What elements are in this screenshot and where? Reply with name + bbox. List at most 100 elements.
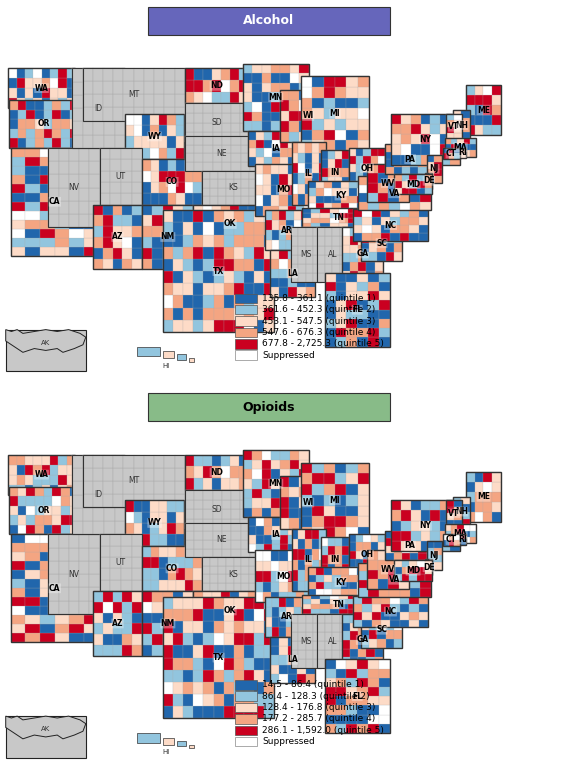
Bar: [203, 707, 213, 718]
Bar: [40, 175, 55, 184]
Bar: [249, 179, 257, 188]
Bar: [93, 481, 103, 494]
Bar: [329, 604, 339, 609]
Bar: [218, 566, 225, 574]
Bar: [93, 121, 104, 135]
Bar: [325, 687, 336, 696]
Bar: [233, 196, 241, 205]
Bar: [162, 609, 173, 621]
Bar: [176, 580, 185, 591]
Bar: [324, 567, 332, 574]
Bar: [402, 553, 410, 560]
Bar: [389, 202, 399, 210]
Bar: [400, 209, 409, 217]
Bar: [212, 466, 221, 478]
Bar: [305, 560, 312, 570]
Bar: [371, 567, 378, 575]
Bar: [257, 583, 265, 591]
Bar: [49, 161, 58, 174]
Bar: [230, 620, 239, 630]
Bar: [162, 682, 173, 694]
Bar: [342, 649, 350, 657]
Bar: [210, 196, 218, 205]
Bar: [411, 124, 420, 135]
Bar: [402, 567, 409, 574]
Bar: [132, 159, 142, 171]
Bar: [302, 218, 311, 223]
Bar: [335, 119, 347, 130]
Bar: [83, 468, 93, 482]
Bar: [347, 484, 358, 495]
Bar: [320, 546, 328, 555]
Bar: [9, 496, 18, 506]
Bar: [103, 94, 113, 107]
Bar: [363, 156, 371, 164]
Bar: [26, 552, 40, 561]
Bar: [210, 574, 218, 583]
Bar: [204, 162, 213, 171]
Bar: [213, 113, 222, 123]
Bar: [409, 188, 417, 194]
Bar: [144, 81, 154, 94]
Bar: [110, 182, 121, 193]
Bar: [336, 319, 347, 329]
Bar: [104, 135, 114, 148]
Bar: [132, 216, 142, 226]
Bar: [368, 176, 379, 185]
Text: NC: NC: [384, 220, 396, 230]
Bar: [202, 566, 210, 574]
Bar: [185, 68, 248, 104]
Bar: [279, 581, 288, 592]
Bar: [347, 724, 358, 733]
Bar: [440, 521, 450, 531]
Bar: [168, 171, 176, 182]
Bar: [194, 523, 204, 532]
Bar: [70, 516, 78, 525]
Bar: [230, 611, 239, 620]
Bar: [43, 129, 52, 138]
Bar: [335, 159, 341, 169]
Bar: [305, 194, 312, 205]
Bar: [163, 351, 174, 358]
Bar: [388, 183, 399, 192]
Text: TN: TN: [333, 600, 345, 608]
Bar: [332, 659, 340, 669]
Bar: [254, 645, 264, 658]
Bar: [69, 579, 84, 588]
Bar: [114, 468, 125, 482]
Bar: [394, 159, 402, 166]
Bar: [132, 248, 142, 259]
Bar: [279, 174, 288, 185]
Bar: [279, 185, 288, 195]
Bar: [174, 481, 185, 494]
Bar: [483, 95, 492, 105]
Bar: [368, 588, 379, 597]
Text: NH: NH: [455, 507, 468, 516]
Bar: [124, 468, 134, 481]
Bar: [327, 90, 337, 100]
Bar: [151, 546, 159, 557]
Bar: [173, 682, 183, 694]
Bar: [40, 165, 55, 175]
Bar: [427, 169, 434, 176]
Bar: [443, 154, 449, 159]
Bar: [279, 195, 288, 206]
Bar: [319, 142, 325, 152]
Text: RI: RI: [458, 148, 467, 158]
Bar: [222, 136, 231, 145]
Bar: [230, 466, 239, 478]
Bar: [224, 658, 234, 669]
Bar: [379, 659, 390, 669]
Bar: [122, 613, 132, 624]
Bar: [239, 478, 248, 490]
Bar: [26, 506, 35, 516]
Bar: [358, 622, 367, 632]
Bar: [451, 144, 458, 151]
Bar: [280, 469, 290, 479]
Bar: [222, 145, 231, 154]
Bar: [312, 184, 319, 194]
Bar: [261, 498, 271, 508]
Bar: [305, 632, 313, 641]
Bar: [305, 570, 312, 581]
Bar: [297, 278, 305, 288]
